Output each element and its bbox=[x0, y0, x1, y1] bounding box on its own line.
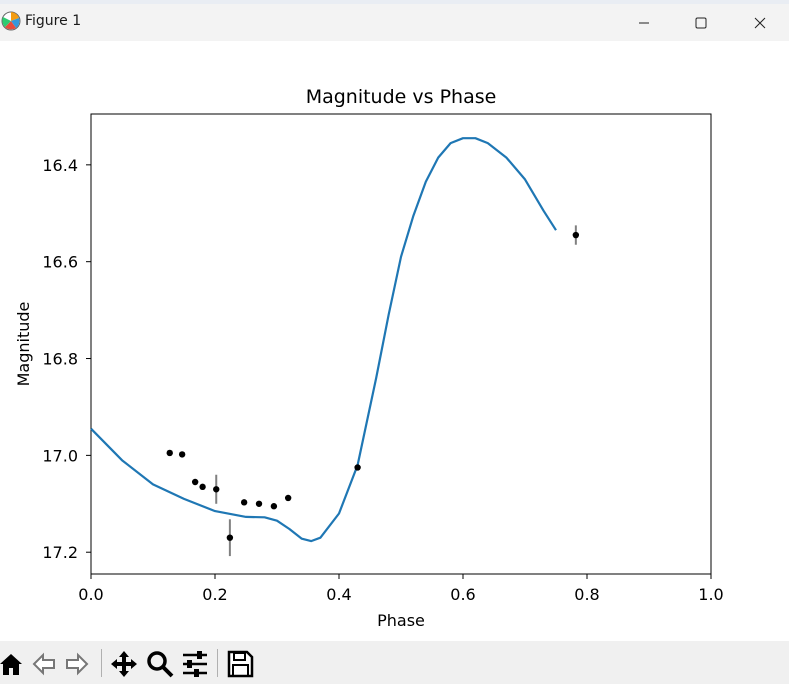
sliders-icon bbox=[183, 651, 207, 677]
arrow-right-icon bbox=[66, 652, 89, 676]
x-tick-label: 0.8 bbox=[574, 585, 599, 604]
data-point bbox=[191, 478, 199, 486]
model-curve-series bbox=[90, 137, 557, 543]
window-title: Figure 1 bbox=[25, 13, 82, 29]
x-tick-label: 0.4 bbox=[326, 585, 351, 604]
maximize-button[interactable] bbox=[678, 4, 724, 41]
minimize-button[interactable] bbox=[621, 4, 667, 41]
x-tick-label: 0.6 bbox=[450, 585, 475, 604]
back-button[interactable] bbox=[29, 649, 59, 679]
zoom-button[interactable] bbox=[145, 649, 175, 679]
observations-series bbox=[166, 225, 580, 557]
y-tick-label: 17.0 bbox=[42, 446, 78, 465]
x-tick-label: 1.0 bbox=[698, 585, 723, 604]
move-icon bbox=[111, 651, 137, 677]
data-point bbox=[354, 464, 361, 471]
x-tick-label: 0.0 bbox=[78, 585, 103, 604]
model-curve-line bbox=[90, 137, 557, 543]
y-axis-ticks: 16.4 16.6 16.8 17.0 17.2 bbox=[42, 156, 91, 562]
forward-button[interactable] bbox=[62, 649, 92, 679]
chart-title: Magnitude vs Phase bbox=[306, 86, 497, 108]
data-point bbox=[213, 486, 220, 493]
y-tick-label: 16.8 bbox=[42, 350, 78, 369]
navigation-toolbar bbox=[0, 641, 789, 684]
configure-subplots-button[interactable] bbox=[180, 649, 210, 679]
maximize-icon bbox=[695, 17, 707, 28]
plot-axes bbox=[90, 113, 712, 575]
data-point bbox=[199, 483, 206, 491]
data-point bbox=[178, 451, 186, 458]
arrow-left-icon bbox=[32, 652, 55, 676]
zoom-icon bbox=[147, 651, 174, 678]
background-editor-tabs bbox=[0, 0, 789, 4]
y-tick-label: 16.6 bbox=[42, 253, 78, 272]
home-button[interactable] bbox=[0, 649, 26, 679]
figure-canvas[interactable]: Magnitude vs Phase 0.0 0.2 0.4 0.6 0.8 1.0 16… bbox=[0, 41, 789, 641]
matplotlib-logo-icon bbox=[0, 10, 22, 32]
save-button[interactable] bbox=[225, 649, 255, 679]
window-titlebar: Figure 1 bbox=[0, 4, 789, 41]
y-axis-label: Magnitude bbox=[14, 302, 33, 387]
minimize-icon bbox=[639, 22, 649, 23]
close-icon bbox=[754, 17, 766, 28]
home-icon bbox=[0, 654, 22, 675]
data-point bbox=[166, 449, 173, 457]
x-tick-label: 0.2 bbox=[202, 585, 227, 604]
y-tick-label: 16.4 bbox=[42, 156, 78, 175]
data-point bbox=[226, 534, 234, 541]
data-point bbox=[255, 500, 263, 507]
toolbar-separator bbox=[101, 649, 102, 677]
data-point bbox=[240, 499, 248, 506]
x-axis-ticks: 0.0 0.2 0.4 0.6 0.8 1.0 bbox=[78, 574, 724, 604]
pan-button[interactable] bbox=[109, 649, 139, 679]
y-tick-label: 17.2 bbox=[42, 543, 78, 562]
toolbar-separator bbox=[217, 649, 218, 677]
data-point bbox=[270, 503, 278, 510]
data-point bbox=[284, 494, 292, 502]
x-axis-label: Phase bbox=[377, 611, 425, 630]
save-icon bbox=[227, 650, 254, 678]
close-button[interactable] bbox=[737, 4, 783, 41]
data-point bbox=[572, 231, 580, 239]
